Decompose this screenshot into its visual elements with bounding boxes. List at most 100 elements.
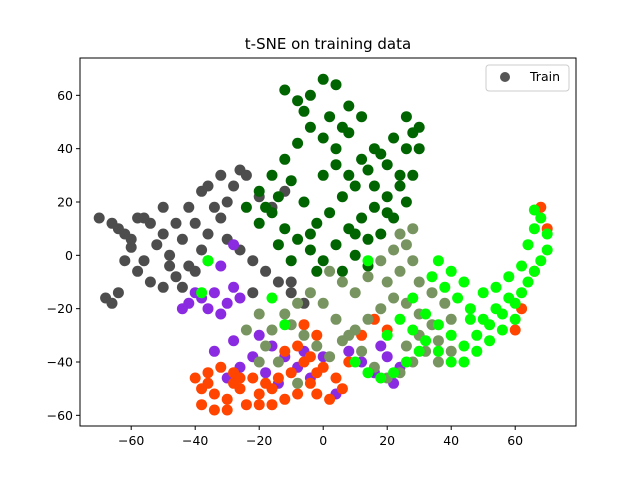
scatter-point (112, 223, 124, 235)
scatter-point (356, 111, 368, 123)
scatter-point (394, 169, 406, 181)
scatter-point (445, 313, 457, 325)
scatter-point (407, 324, 419, 336)
scatter-point (400, 143, 412, 155)
scatter-point (407, 255, 419, 267)
x-tick-label: −60 (118, 433, 144, 448)
scatter-point (503, 292, 515, 304)
scatter-point (208, 287, 220, 299)
scatter-point (330, 159, 342, 171)
scatter-point (176, 281, 188, 293)
series-olive-green-cluster (240, 223, 457, 389)
scatter-point (304, 377, 316, 389)
scatter-point (164, 249, 176, 261)
scatter-point (336, 265, 348, 277)
scatter-point (202, 367, 214, 379)
scatter-point (170, 271, 182, 283)
scatter-point (522, 239, 534, 251)
y-tick-label: 0 (65, 248, 73, 263)
scatter-point (285, 175, 297, 187)
scatter-point (253, 185, 265, 197)
scatter-point (381, 329, 393, 341)
scatter-point (324, 111, 336, 123)
scatter-point (317, 361, 329, 373)
scatter-point (266, 399, 278, 411)
x-tick-label: −40 (182, 433, 208, 448)
scatter-point (317, 169, 329, 181)
scatter-point (477, 313, 489, 325)
scatter-point (247, 372, 259, 384)
scatter-point (266, 169, 278, 181)
scatter-point (362, 164, 374, 176)
scatter-point (516, 287, 528, 299)
scatter-point (272, 276, 284, 288)
scatter-point (279, 319, 291, 331)
scatter-point (432, 319, 444, 331)
scatter-point (208, 345, 220, 357)
scatter-point (311, 329, 323, 341)
scatter-point (157, 281, 169, 293)
scatter-point (388, 244, 400, 256)
scatter-point (298, 196, 310, 208)
scatter-point (522, 276, 534, 288)
scatter-point (317, 73, 329, 85)
scatter-point (343, 169, 355, 181)
scatter-point (394, 180, 406, 192)
scatter-point (343, 329, 355, 341)
scatter-point (330, 79, 342, 91)
scatter-point (125, 241, 137, 253)
scatter-point (247, 287, 259, 299)
scatter-point (330, 313, 342, 325)
scatter-point (221, 393, 233, 405)
scatter-point (445, 345, 457, 357)
scatter-point (106, 297, 118, 309)
scatter-point (253, 399, 265, 411)
scatter-point (381, 351, 393, 363)
scatter-point (324, 265, 336, 277)
chart-title: t-SNE on training data (245, 35, 411, 53)
scatter-point (215, 169, 227, 181)
scatter-point (125, 233, 137, 245)
scatter-point (221, 297, 233, 309)
scatter-point (311, 388, 323, 400)
scatter-point (196, 399, 208, 411)
scatter-point (228, 180, 240, 192)
scatter-point (484, 335, 496, 347)
scatter-point (240, 201, 252, 213)
scatter-point (279, 308, 291, 320)
x-tick-label: 0 (319, 433, 327, 448)
scatter-point (240, 324, 252, 336)
scatter-point (420, 308, 432, 320)
scatter-point (349, 356, 361, 368)
scatter-point (208, 404, 220, 416)
scatter-point (464, 313, 476, 325)
scatter-point (324, 393, 336, 405)
scatter-point (439, 281, 451, 293)
scatter-point (304, 244, 316, 256)
scatter-point (215, 212, 227, 224)
scatter-point (362, 255, 374, 267)
scatter-point (362, 233, 374, 245)
y-tick-label: −60 (47, 408, 73, 423)
scatter-point (452, 292, 464, 304)
scatter-point (144, 276, 156, 288)
scatter-point (343, 345, 355, 357)
scatter-point (324, 351, 336, 363)
scatter-point (509, 324, 521, 336)
scatter-point (266, 324, 278, 336)
scatter-point (317, 132, 329, 144)
scatter-point (240, 169, 252, 181)
scatter-point (279, 393, 291, 405)
scatter-point (445, 329, 457, 341)
scatter-point (266, 292, 278, 304)
scatter-point (215, 361, 227, 373)
scatter-point (298, 319, 310, 331)
scatter-point (503, 271, 515, 283)
scatter-point (356, 212, 368, 224)
scatter-point (528, 223, 540, 235)
scatter-point (336, 276, 348, 288)
x-tick-label: 40 (443, 433, 459, 448)
scatter-point (234, 292, 246, 304)
scatter-point (375, 303, 387, 315)
